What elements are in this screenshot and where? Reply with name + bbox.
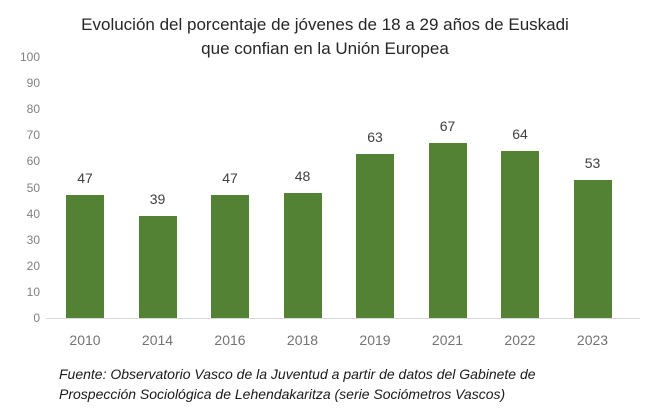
x-axis-category-label: 2018	[286, 332, 319, 348]
y-axis-tick-label: 10	[26, 284, 40, 299]
x-axis-category-label: 2021	[431, 332, 464, 348]
x-axis-line	[46, 318, 640, 319]
y-axis-tick-label: 70	[26, 128, 40, 143]
bar-value-label: 63	[367, 129, 383, 145]
chart-bar	[66, 195, 104, 318]
x-axis-category-label: 2010	[69, 332, 101, 348]
y-axis-tick-label: 100	[19, 50, 40, 64]
chart-title-line-2: que confian en la Unión Europea	[201, 39, 449, 58]
chart-bar	[211, 195, 249, 318]
chart-bar	[501, 151, 539, 318]
y-axis-tick-label: 80	[26, 102, 40, 117]
x-axis-category-label: 2019	[359, 332, 391, 348]
chart-bar	[428, 143, 467, 318]
bar-value-label: 67	[439, 118, 456, 134]
bar-value-label: 53	[584, 155, 601, 171]
bar-value-label: 48	[294, 168, 311, 184]
source-note: Fuente: Observatorio Vasco de la Juventu…	[59, 364, 619, 404]
source-note-line-2: Prospección Sociológica de Lehendakaritz…	[59, 386, 506, 402]
bar-value-label: 47	[222, 170, 238, 186]
y-axis-tick-label: 30	[26, 232, 40, 247]
y-axis-tick-label: 40	[26, 206, 40, 221]
y-axis-tick-label: 60	[26, 154, 40, 169]
bar-value-label: 39	[149, 191, 166, 207]
x-axis-category-label: 2023	[576, 332, 609, 348]
chart-bar	[138, 216, 177, 318]
x-axis-category-label: 2016	[214, 332, 246, 348]
bar-value-label: 47	[77, 170, 93, 186]
chart-bar	[283, 193, 322, 318]
y-axis-tick-label: 20	[26, 258, 40, 273]
y-axis-tick-label: 0	[33, 311, 40, 325]
chart-title: Evolución del porcentaje de jóvenes de 1…	[0, 13, 650, 61]
bar-value-label: 64	[512, 126, 528, 142]
x-axis-category-label: 2014	[141, 332, 174, 348]
source-note-line-1: Fuente: Observatorio Vasco de la Juventu…	[59, 366, 536, 382]
y-axis-tick-label: 90	[26, 76, 40, 91]
chart-bar	[573, 180, 612, 318]
y-axis-tick-label: 50	[26, 180, 40, 195]
x-axis-category-label: 2022	[504, 332, 536, 348]
chart-title-line-1: Evolución del porcentaje de jóvenes de 1…	[81, 15, 569, 34]
chart-bar	[356, 154, 394, 318]
